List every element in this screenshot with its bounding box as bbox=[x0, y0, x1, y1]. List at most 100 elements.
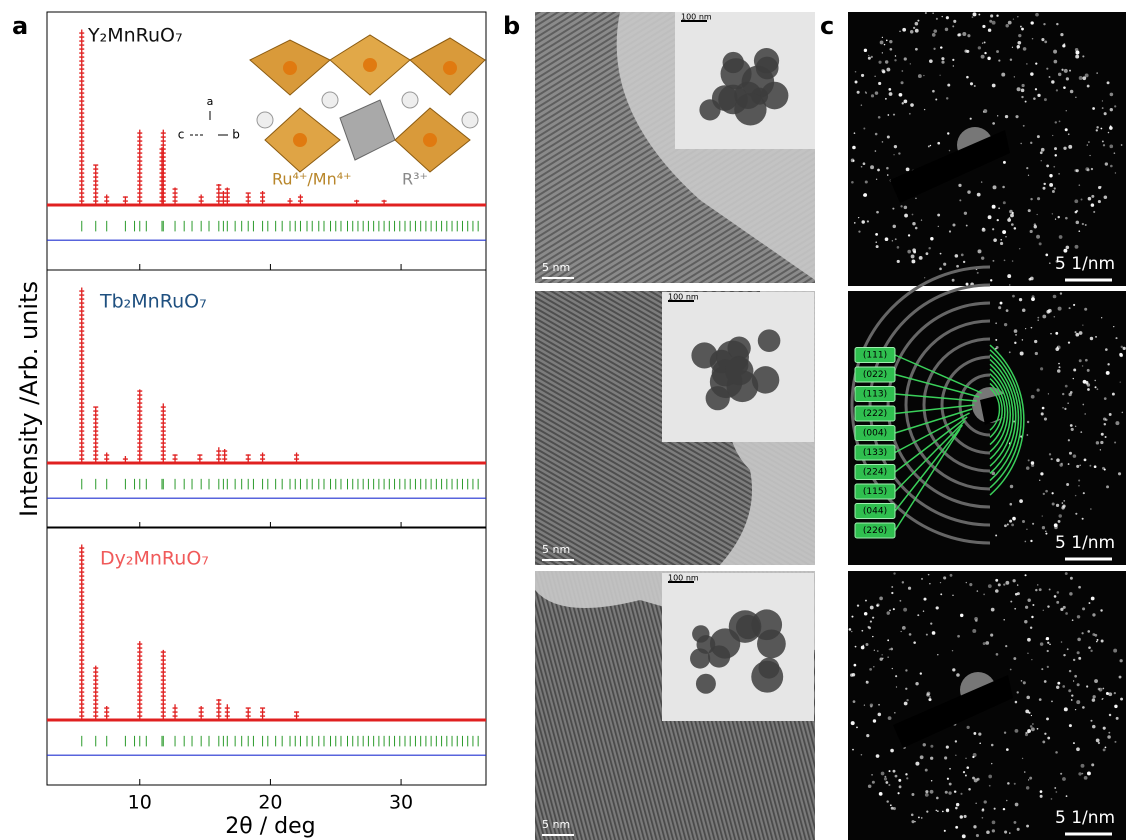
ring-index: (044) bbox=[863, 507, 887, 517]
spot bbox=[1017, 828, 1020, 831]
spot bbox=[893, 807, 896, 810]
spot bbox=[861, 220, 864, 223]
spot bbox=[1023, 125, 1025, 127]
spot bbox=[1099, 688, 1103, 692]
spot bbox=[1017, 691, 1019, 693]
spot bbox=[1049, 453, 1051, 455]
scale-label: 5 1/nm bbox=[1055, 808, 1115, 828]
spot bbox=[888, 88, 891, 91]
spot bbox=[1073, 368, 1076, 371]
ring-index: (224) bbox=[863, 468, 887, 478]
spot bbox=[992, 122, 995, 125]
spot bbox=[915, 762, 919, 766]
spot bbox=[854, 132, 856, 134]
spot bbox=[1031, 659, 1032, 660]
spot bbox=[992, 205, 996, 209]
spot bbox=[1047, 605, 1049, 607]
spot bbox=[985, 641, 989, 645]
spot bbox=[1055, 791, 1057, 793]
spot bbox=[1038, 320, 1039, 321]
peak bbox=[222, 449, 227, 463]
spot bbox=[1054, 147, 1057, 150]
spot bbox=[907, 250, 911, 254]
spot bbox=[952, 595, 953, 596]
spot bbox=[1025, 541, 1027, 543]
spot bbox=[1115, 421, 1119, 425]
spot bbox=[1041, 160, 1042, 161]
spot bbox=[908, 587, 911, 590]
peak bbox=[79, 288, 84, 464]
spot bbox=[949, 783, 952, 786]
spot bbox=[893, 770, 896, 773]
spot bbox=[879, 657, 882, 660]
spot bbox=[1079, 464, 1081, 466]
spot bbox=[1075, 709, 1076, 710]
spot bbox=[1064, 707, 1068, 711]
spot bbox=[853, 700, 856, 703]
spot bbox=[1103, 727, 1106, 730]
spot bbox=[917, 614, 919, 616]
spot bbox=[1078, 479, 1080, 481]
spot bbox=[1096, 641, 1097, 642]
peak bbox=[225, 188, 230, 206]
spot bbox=[1091, 195, 1094, 198]
spot bbox=[915, 198, 916, 199]
spot bbox=[952, 650, 953, 651]
spot bbox=[972, 16, 974, 18]
spot bbox=[1095, 336, 1097, 338]
spot bbox=[889, 40, 892, 43]
spot bbox=[1005, 24, 1008, 27]
spot bbox=[874, 76, 875, 77]
spot bbox=[921, 220, 922, 221]
spot bbox=[1039, 698, 1042, 701]
spot bbox=[870, 620, 872, 622]
spot bbox=[977, 778, 980, 781]
diffraction-panel: 5 1/nm5 1/nm5 1/nm(111)(022)(113)(222)(0… bbox=[848, 12, 1126, 840]
spot bbox=[1049, 262, 1051, 264]
spot bbox=[1037, 584, 1038, 585]
spot bbox=[872, 636, 873, 637]
spot bbox=[1056, 504, 1059, 507]
spot bbox=[1068, 133, 1070, 135]
spot bbox=[1105, 348, 1108, 351]
spot bbox=[1011, 523, 1014, 526]
spot bbox=[1054, 595, 1057, 598]
spot bbox=[932, 631, 936, 635]
spot bbox=[1045, 490, 1048, 493]
spot bbox=[1054, 523, 1058, 527]
spot bbox=[979, 742, 981, 744]
spot bbox=[975, 803, 976, 804]
spot bbox=[1110, 108, 1113, 111]
spot bbox=[1073, 304, 1075, 306]
spot bbox=[1078, 485, 1080, 487]
spot bbox=[1068, 689, 1071, 692]
spot bbox=[995, 579, 998, 582]
spot bbox=[967, 726, 970, 729]
spot bbox=[992, 84, 996, 88]
ring-index: (133) bbox=[863, 448, 887, 458]
spot bbox=[1090, 720, 1092, 722]
spot bbox=[1009, 284, 1010, 285]
spot bbox=[1000, 239, 1002, 241]
spot bbox=[880, 41, 884, 45]
spot bbox=[983, 642, 986, 645]
spot bbox=[1066, 483, 1069, 486]
spot bbox=[905, 773, 907, 775]
peak bbox=[93, 666, 98, 720]
spot bbox=[1122, 412, 1123, 413]
peak bbox=[161, 403, 166, 463]
spot bbox=[1075, 97, 1076, 98]
spot bbox=[1113, 649, 1117, 653]
spot bbox=[936, 18, 938, 20]
spot bbox=[1087, 168, 1090, 171]
peak bbox=[79, 545, 84, 721]
spot bbox=[1035, 13, 1039, 17]
spot bbox=[875, 133, 878, 136]
atom bbox=[293, 133, 307, 147]
spot bbox=[1065, 572, 1068, 575]
spot bbox=[1007, 274, 1011, 278]
spot bbox=[1098, 200, 1101, 203]
spot bbox=[1055, 218, 1056, 219]
spot bbox=[954, 790, 956, 792]
spot bbox=[851, 631, 853, 633]
